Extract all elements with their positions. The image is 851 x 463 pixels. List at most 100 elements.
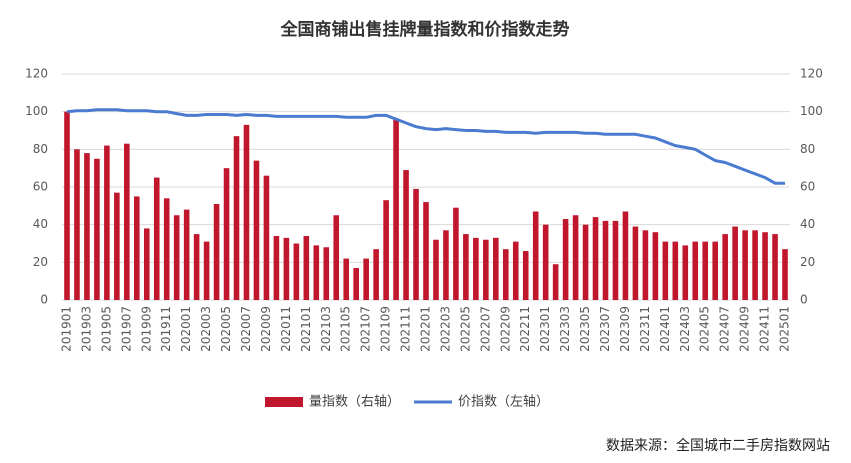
x-tick-label: 202501	[778, 306, 792, 352]
x-tick-label: 202309	[618, 306, 632, 352]
bar	[114, 192, 120, 300]
bar	[542, 224, 549, 300]
bar	[712, 241, 718, 300]
bar	[612, 220, 619, 300]
y2-tick-label: 100	[800, 104, 823, 118]
y-tick-label: 40	[33, 217, 48, 231]
bar	[333, 215, 340, 300]
bar	[602, 220, 609, 300]
bar	[652, 232, 659, 300]
bar	[233, 136, 240, 300]
bar	[423, 202, 429, 300]
bar	[383, 200, 389, 300]
bar	[502, 249, 509, 300]
bar	[153, 177, 160, 300]
bar	[463, 234, 469, 300]
bar	[493, 237, 499, 300]
bar	[453, 207, 459, 300]
x-tick-label: 202311	[638, 306, 652, 352]
bar	[64, 111, 70, 301]
x-tick-label: 202101	[299, 306, 313, 352]
bar	[243, 124, 250, 300]
bar	[413, 188, 419, 300]
x-tick-label: 202409	[738, 306, 752, 352]
x-tick-label: 202009	[259, 306, 273, 352]
bar	[682, 245, 689, 300]
source-note: 数据来源：全国城市二手房指数网站	[606, 437, 830, 454]
bar	[104, 145, 110, 300]
legend-swatch	[265, 397, 303, 407]
x-tick-label: 202411	[758, 306, 772, 352]
x-tick-label: 202303	[558, 306, 572, 352]
bar	[672, 241, 679, 300]
x-tick-label: 202205	[458, 306, 472, 352]
bar	[692, 241, 699, 300]
bar	[443, 230, 449, 300]
y-tick-label: 100	[25, 104, 48, 118]
bar	[84, 153, 90, 300]
x-tick-label: 202203	[438, 306, 452, 352]
x-tick-label: 201905	[99, 306, 113, 352]
bar	[223, 168, 230, 300]
line	[66, 108, 785, 185]
bar	[702, 241, 709, 300]
bar	[193, 234, 200, 300]
x-tick-label: 202301	[538, 306, 552, 352]
bar	[473, 237, 479, 300]
bar	[183, 209, 190, 300]
bar	[134, 196, 140, 300]
bar	[532, 211, 539, 300]
bar	[94, 158, 100, 300]
bar	[343, 258, 350, 300]
bar	[592, 217, 599, 300]
x-tick-label: 202007	[239, 306, 253, 352]
bar	[512, 241, 519, 300]
bar	[353, 267, 359, 300]
bar	[303, 235, 310, 300]
x-tick-label: 202109	[379, 306, 393, 352]
bar	[273, 235, 280, 300]
bar	[742, 230, 748, 300]
y-tick-label: 80	[33, 142, 48, 156]
bar	[263, 175, 270, 300]
x-tick-label: 202103	[319, 306, 333, 352]
bar	[772, 234, 778, 300]
x-tick-label: 202011	[279, 306, 293, 352]
bar	[662, 241, 669, 300]
bar	[522, 251, 529, 300]
bar	[732, 226, 738, 300]
bar	[213, 203, 220, 300]
bar	[143, 228, 150, 300]
x-tick-label: 202005	[219, 306, 233, 352]
y-tick-label: 20	[33, 255, 48, 269]
y-tick-label: 60	[33, 180, 48, 194]
y2-tick-label: 60	[800, 180, 815, 194]
x-tick-label: 202003	[199, 306, 213, 352]
bar	[483, 239, 489, 300]
bar	[124, 143, 130, 300]
x-tick-label: 202105	[339, 306, 353, 352]
x-tick-label: 202001	[179, 306, 193, 352]
legend-label: 量指数（右轴）	[309, 395, 400, 410]
chart-title: 全国商铺出售挂牌量指数和价指数走势	[280, 19, 570, 40]
bar	[403, 170, 409, 300]
bar	[632, 226, 639, 300]
bar	[622, 211, 629, 300]
bar	[74, 149, 80, 300]
x-tick-label: 202209	[498, 306, 512, 352]
x-tick-label: 202305	[578, 306, 592, 352]
x-tick-label: 202407	[718, 306, 732, 352]
x-tick-label: 202405	[698, 306, 712, 352]
y2-tick-label: 0	[800, 293, 808, 307]
x-tick-label: 201907	[119, 306, 133, 352]
x-tick-label: 201901	[59, 306, 73, 352]
bar	[373, 249, 379, 300]
x-tick-label: 202207	[478, 306, 492, 352]
x-tick-label: 202401	[658, 306, 672, 352]
x-tick-label: 201911	[159, 306, 173, 352]
x-tick-label: 201909	[139, 306, 153, 352]
legend-label: 价指数（左轴）	[458, 395, 549, 410]
bar	[173, 215, 180, 300]
y2-tick-label: 20	[800, 255, 815, 269]
